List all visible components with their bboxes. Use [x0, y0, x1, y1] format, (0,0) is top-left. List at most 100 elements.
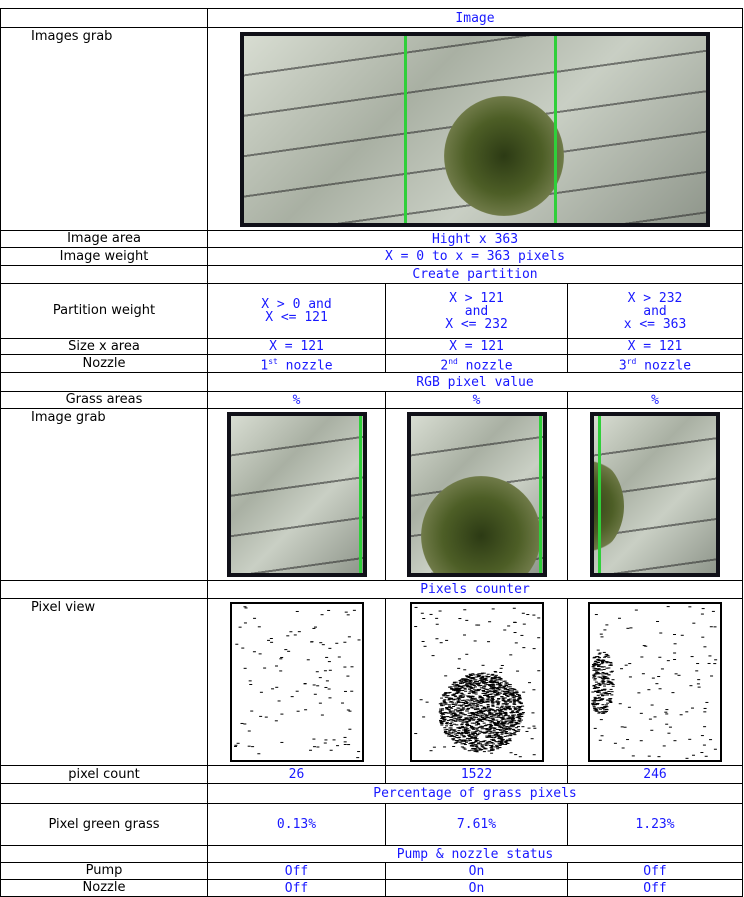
value-cell: 246	[568, 766, 743, 784]
table-row: Pixel view	[1, 599, 743, 766]
section-title: Percentage of grass pixels	[208, 784, 743, 804]
row-label	[1, 373, 208, 392]
image-grab	[227, 412, 367, 577]
cell-line: X <= 121	[212, 311, 381, 324]
row-label: Size x area	[1, 339, 208, 355]
row-label: Nozzle	[1, 355, 208, 373]
table-row: Image grab	[1, 409, 743, 581]
value-cell: Hight x 363	[208, 231, 743, 248]
value-cell: Off	[208, 863, 386, 880]
value-cell: X = 121	[386, 339, 568, 355]
grass-patch	[590, 456, 624, 556]
value-cell: X = 0 to x = 363 pixels	[208, 248, 743, 266]
pixel-view	[410, 602, 544, 762]
row-label: Grass areas	[1, 392, 208, 409]
image-cell	[208, 599, 386, 766]
image-grab	[407, 412, 547, 577]
table-row: Create partition	[1, 266, 743, 284]
value-cell: X = 121	[208, 339, 386, 355]
ordinal: 2	[440, 358, 448, 373]
image-cell	[386, 409, 568, 581]
row-label: Image weight	[1, 248, 208, 266]
value-cell: 26	[208, 766, 386, 784]
row-label	[1, 846, 208, 863]
guide-line	[359, 416, 362, 573]
value-cell: X > 232andx <= 363	[568, 284, 743, 339]
row-label: Nozzle	[1, 880, 208, 897]
value-cell: Off	[208, 880, 386, 897]
cell-line: and	[572, 305, 738, 318]
section-title: Pump & nozzle status	[208, 846, 743, 863]
row-label	[1, 581, 208, 599]
value-cell: 1st nozzle	[208, 355, 386, 373]
page: ImageImages grabImage areaHight x 363Ima…	[0, 0, 744, 897]
value-cell: X = 121	[568, 339, 743, 355]
image-cell	[568, 409, 743, 581]
cell-text: nozzle	[286, 358, 333, 373]
table-row: Percentage of grass pixels	[1, 784, 743, 804]
value-cell: 1522	[386, 766, 568, 784]
section-title: Pixels counter	[208, 581, 743, 599]
cell-line: X <= 232	[390, 318, 563, 331]
value-cell: %	[208, 392, 386, 409]
cell-text: nozzle	[644, 358, 691, 373]
ordinal-suffix: st	[268, 357, 278, 366]
value-cell: %	[568, 392, 743, 409]
image-grab	[240, 32, 710, 227]
value-cell: On	[386, 863, 568, 880]
value-cell: On	[386, 880, 568, 897]
value-cell: 7.61%	[386, 804, 568, 846]
image-cell	[386, 599, 568, 766]
guide-line	[539, 416, 542, 573]
row-label: Pixel green grass	[1, 804, 208, 846]
row-label: Image grab	[1, 409, 208, 581]
row-label: Partition weight	[1, 284, 208, 339]
value-cell: 0.13%	[208, 804, 386, 846]
ordinal: 1	[260, 358, 268, 373]
section-title: Create partition	[208, 266, 743, 284]
image-cell	[208, 409, 386, 581]
value-cell: 3rd nozzle	[568, 355, 743, 373]
table-row: Images grab	[1, 28, 743, 231]
section-title: RGB pixel value	[208, 373, 743, 392]
guide-line	[404, 36, 407, 223]
pixel-view	[230, 602, 364, 762]
pixel-view	[588, 602, 722, 762]
section-title: Image	[208, 9, 743, 28]
image-grab	[590, 412, 720, 577]
ordinal-suffix: rd	[627, 357, 637, 366]
table-row: Pixels counter	[1, 581, 743, 599]
ordinal-suffix: nd	[448, 357, 458, 366]
value-cell: Off	[568, 880, 743, 897]
row-label: Pixel view	[1, 599, 208, 766]
grass-patch	[444, 96, 564, 216]
grass-patch	[421, 476, 541, 577]
table-row: Pump & nozzle status	[1, 846, 743, 863]
table-row: RGB pixel value	[1, 373, 743, 392]
table-row: Grass areas%%%	[1, 392, 743, 409]
image-cell	[208, 28, 743, 231]
cell-line: x <= 363	[572, 318, 738, 331]
row-label: pixel count	[1, 766, 208, 784]
image-cell	[568, 599, 743, 766]
row-label: Images grab	[1, 28, 208, 231]
row-label: Image area	[1, 231, 208, 248]
value-cell: %	[386, 392, 568, 409]
cell-text: nozzle	[466, 358, 513, 373]
row-label: Pump	[1, 863, 208, 880]
ordinal: 3	[619, 358, 627, 373]
row-label	[1, 784, 208, 804]
value-cell: 2nd nozzle	[386, 355, 568, 373]
value-cell: Off	[568, 863, 743, 880]
cell-line: X > 121	[390, 292, 563, 305]
